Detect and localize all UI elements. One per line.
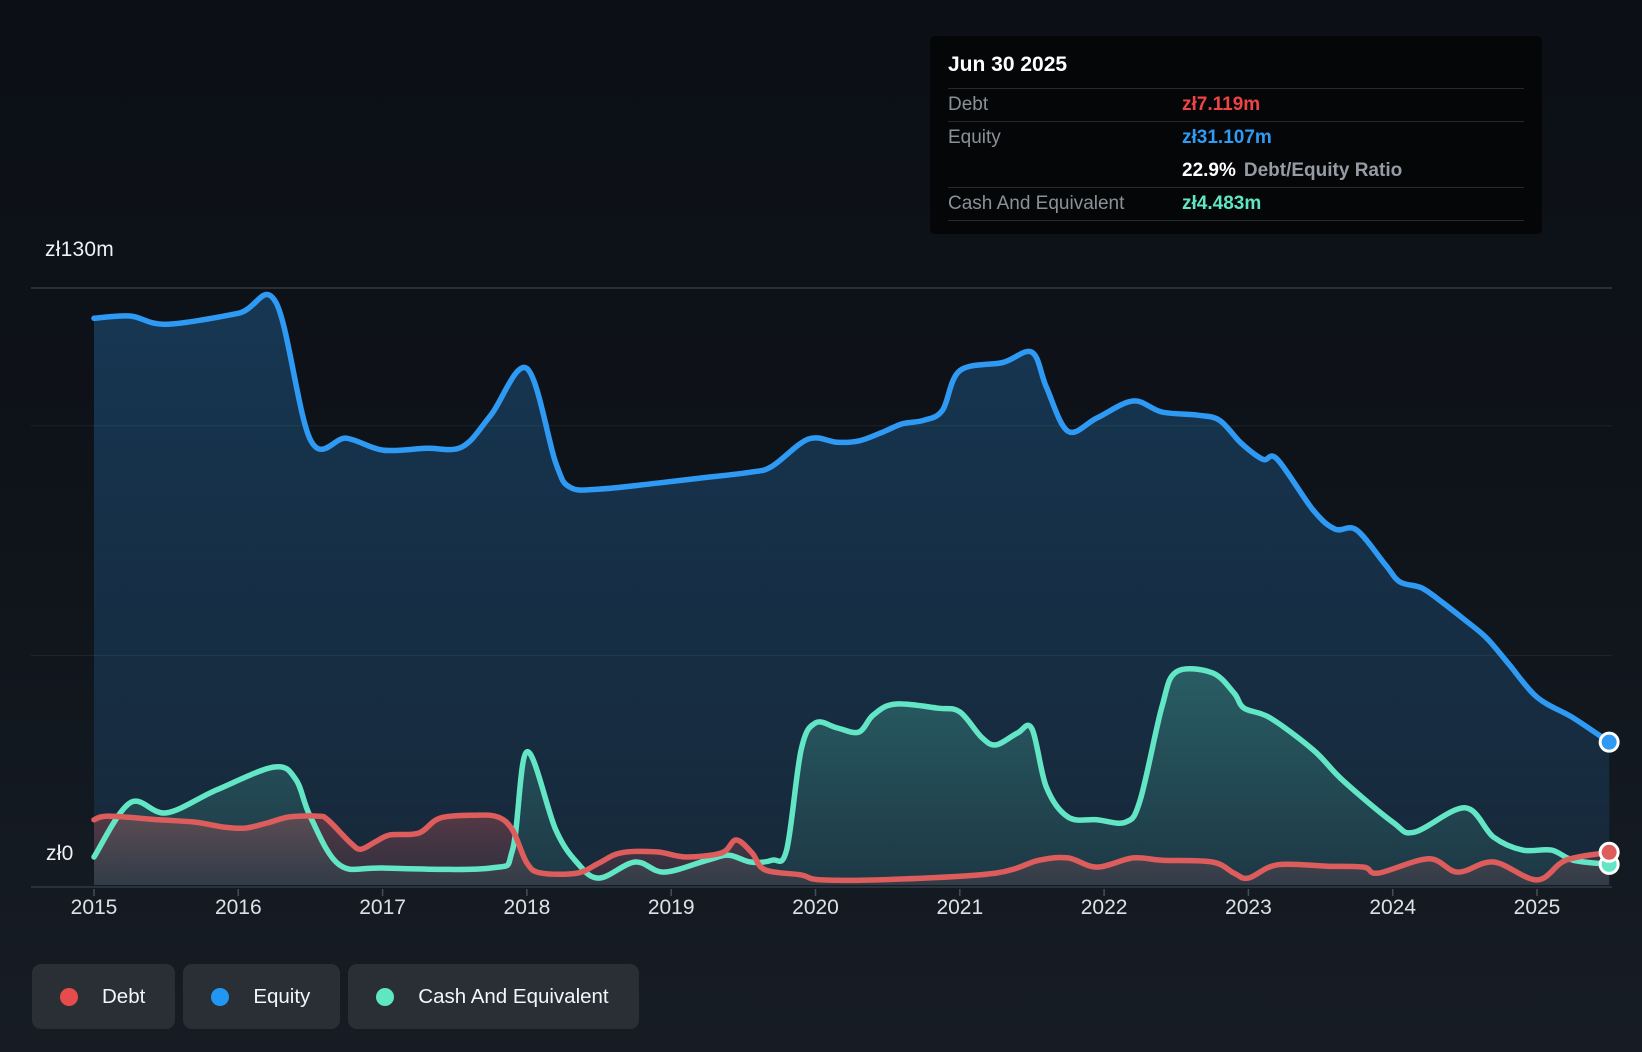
tooltip-ratio-label: Debt/Equity Ratio	[1243, 159, 1403, 181]
x-axis-label-2015: 2015	[70, 896, 118, 919]
cash-dot-icon	[376, 987, 395, 1006]
tooltip-row-equity: Equity zł31.107m	[948, 121, 1524, 154]
tooltip-row-ratio: 22.9% Debt/Equity Ratio	[948, 154, 1524, 187]
x-axis-label-2018: 2018	[503, 896, 551, 919]
x-axis-label-2021: 2021	[936, 896, 984, 919]
x-axis-label-2024: 2024	[1369, 896, 1417, 919]
x-axis-label-2022: 2022	[1080, 896, 1128, 919]
tooltip-cash-label: Cash And Equivalent	[948, 193, 1125, 214]
equity-dot-icon	[211, 987, 230, 1006]
x-axis-label-2025: 2025	[1513, 896, 1561, 919]
tooltip-debt-value: zł7.119m	[1182, 94, 1261, 115]
x-axis-label-2016: 2016	[214, 896, 262, 919]
chart-tooltip: Jun 30 2025 Debt zł7.119m Equity zł31.10…	[930, 36, 1542, 234]
legend-equity-label: Equity	[253, 984, 311, 1008]
tooltip-ratio-value: 22.9%	[1182, 159, 1236, 181]
tooltip-equity-value: zł31.107m	[1182, 127, 1272, 148]
equity-endpoint-dot[interactable]	[1598, 731, 1620, 753]
legend-item-equity[interactable]: Equity	[183, 964, 341, 1029]
debt-endpoint-dot[interactable]	[1598, 841, 1620, 863]
tooltip-row-debt: Debt zł7.119m	[948, 88, 1524, 121]
chart-legend: Debt Equity Cash And Equivalent	[32, 964, 639, 1029]
legend-cash-label: Cash And Equivalent	[418, 984, 609, 1008]
x-axis-label-2019: 2019	[647, 896, 695, 919]
tooltip-cash-value: zł4.483m	[1182, 193, 1262, 214]
legend-item-cash[interactable]: Cash And Equivalent	[348, 964, 639, 1029]
x-axis-label-2017: 2017	[359, 896, 406, 919]
tooltip-debt-label: Debt	[948, 94, 989, 115]
tooltip-equity-label: Equity	[948, 127, 1001, 148]
legend-item-debt[interactable]: Debt	[32, 964, 176, 1029]
debt-line	[91, 812, 1612, 883]
tooltip-date: Jun 30 2025	[948, 53, 1068, 76]
y-axis-label-zero: zł0	[46, 842, 74, 865]
tooltip-bottom-divider	[948, 220, 1524, 226]
equity-line	[91, 291, 1612, 745]
x-axis-label-2023: 2023	[1225, 896, 1272, 919]
tooltip-row-cash: Cash And Equivalent zł4.483m	[948, 187, 1524, 220]
debt-dot-icon	[60, 987, 78, 1006]
x-axis-label-2020: 2020	[792, 896, 839, 919]
cash-area	[94, 668, 1610, 885]
cash-line	[91, 666, 1612, 881]
legend-debt-label: Debt	[102, 984, 146, 1008]
y-axis-label-max: zł130m	[45, 238, 114, 261]
